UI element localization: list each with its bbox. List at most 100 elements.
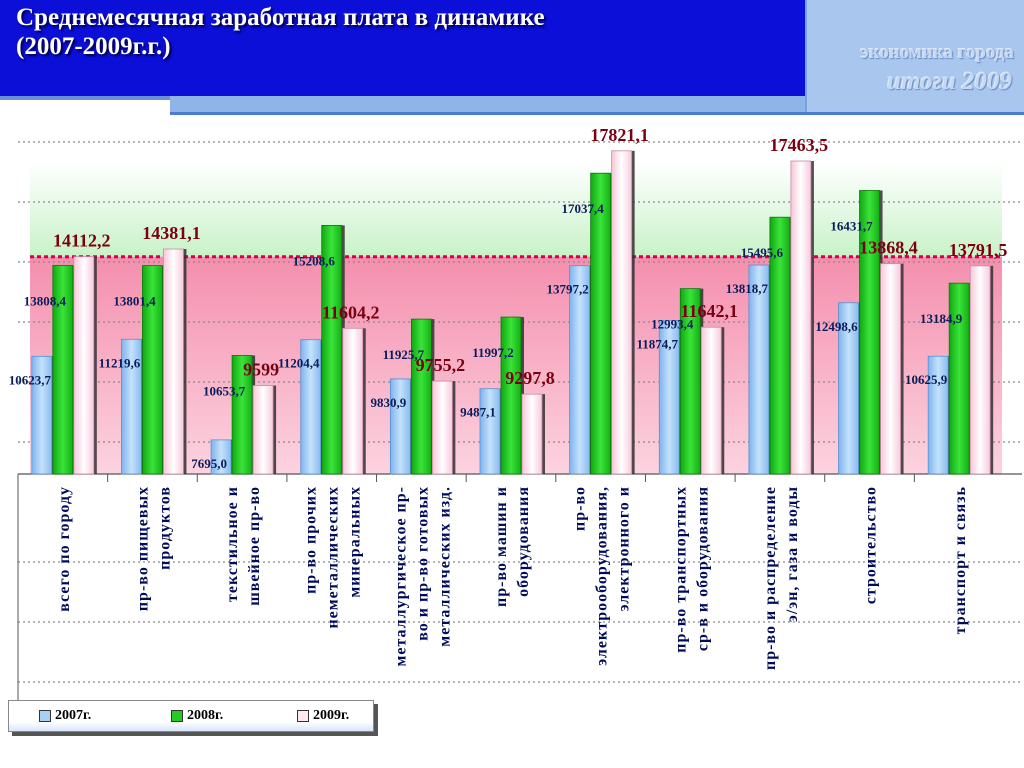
bar-1-3: [321, 224, 343, 475]
legend-label-2007: 2007г.: [55, 708, 92, 723]
bar-2-6: [611, 150, 633, 475]
title-text: Среднемесячная заработная плата в динами…: [16, 4, 545, 31]
legend-swatch-2007: [39, 710, 51, 722]
data-label-2-6: 17821,1: [590, 125, 649, 145]
bar-2-2: [252, 385, 274, 475]
bar-1-6: [590, 172, 612, 475]
data-labels: 10623,7 11219,6 7695,0 11204,4 9830,9 9487,1 1…: [9, 125, 1008, 471]
data-label-0-0: 10623,7: [9, 372, 52, 387]
data-label-2-10: 13791,5: [949, 240, 1008, 260]
bar-0-3: [300, 339, 322, 475]
title-banner: Среднемесячная заработная плата в динами…: [0, 0, 805, 100]
category-label-10-0: транспорт и связь: [952, 486, 969, 634]
data-label-2-2: 9599: [243, 360, 279, 380]
legend-item-2009: 2009г.: [297, 708, 349, 724]
title-period: (2007-2009г.г.): [16, 33, 171, 60]
category-label-2-1: швейное пр-во: [246, 486, 263, 606]
category-label-1-1: продуктов: [156, 486, 173, 570]
bar-2-0: [73, 256, 95, 475]
category-label-9-0: строительство: [863, 486, 880, 604]
data-label-1-0: 13808,4: [24, 293, 67, 308]
data-label-0-10: 10625,9: [905, 372, 948, 387]
brand-text: экономика города: [860, 42, 1014, 63]
bar-0-0: [31, 355, 53, 475]
category-label-3-2: минеральных: [347, 486, 364, 598]
bar-2-10: [969, 265, 991, 475]
bar-2-9: [880, 263, 901, 475]
legend: 2007г. 2008г. 2009г.: [8, 700, 374, 732]
brand-panel: экономика города итоги 2009: [805, 0, 1024, 112]
bar-0-6: [569, 265, 591, 475]
bar-2-4: [431, 380, 453, 475]
data-label-1-8: 15495,6: [741, 245, 784, 260]
salary-bar-chart: 10623,7 11219,6 7695,0 11204,4 9830,9 9487,1 1…: [9, 125, 1022, 732]
legend-item-2007: 2007г.: [39, 708, 91, 724]
data-label-1-6: 17037,4: [562, 201, 605, 216]
bar-0-7: [658, 320, 680, 475]
category-label-1-0: пр-во пищевых: [134, 486, 151, 611]
data-label-2-7: 11642,1: [681, 301, 739, 321]
category-labels: всего по городу пр-во пищевых продуктов тек…: [56, 486, 969, 670]
category-label-4-0: металлургическое пр-: [392, 486, 409, 667]
bar-1-2: [231, 355, 253, 475]
bar-2-1: [163, 248, 184, 475]
data-label-0-5: 9487,1: [460, 405, 496, 420]
data-label-0-4: 9830,9: [370, 395, 406, 410]
legend-label-2009: 2009г.: [313, 708, 350, 723]
category-label-4-2: металлических изд.: [436, 486, 453, 647]
legend-swatch-2009: [297, 710, 309, 722]
bar-2-3: [342, 327, 364, 475]
brand-year-text: итоги 2009: [887, 68, 1012, 95]
data-label-1-2: 10653,7: [203, 383, 246, 398]
data-label-1-9: 16431,7: [830, 218, 873, 233]
bar-1-8: [769, 216, 791, 475]
category-label-7-1: ср-в и оборудования: [694, 486, 711, 651]
bar-2-8: [790, 160, 812, 475]
bar-0-2: [210, 439, 232, 475]
data-label-0-6: 13797,2: [547, 282, 589, 297]
category-label-4-1: во и пр-во готовых: [414, 486, 431, 641]
bar-0-5: [479, 388, 501, 475]
data-label-2-5: 9297,8: [505, 368, 555, 388]
legend-label-2008: 2008г.: [187, 708, 224, 723]
data-label-2-0: 14112,2: [53, 231, 111, 251]
bar-2-7: [700, 326, 722, 475]
category-label-8-0: пр-во и распределение: [762, 486, 779, 670]
bars: [31, 150, 994, 475]
data-label-2-8: 17463,5: [770, 135, 829, 155]
data-label-1-10: 13184,9: [920, 311, 963, 326]
bar-0-8: [748, 264, 770, 475]
bar-1-4: [410, 318, 432, 475]
legend-item-2008: 2008г.: [171, 708, 223, 724]
bar-1-10: [948, 282, 970, 475]
category-label-3-0: пр-во прочих: [303, 486, 320, 594]
category-label-8-1: э/эн, газа и воды: [784, 486, 801, 622]
data-label-1-5: 11997,2: [472, 345, 514, 360]
bar-0-4: [389, 378, 411, 475]
data-label-2-1: 14381,1: [142, 223, 201, 243]
bar-0-9: [838, 302, 859, 475]
bar-0-10: [927, 355, 949, 475]
data-label-2-9: 13868,4: [859, 238, 918, 258]
data-label-1-1: 13801,4: [113, 294, 156, 309]
data-label-1-4: 11925,7: [383, 347, 425, 362]
category-label-0-0: всего по городу: [56, 486, 73, 612]
category-label-5-1: оборудования: [515, 486, 532, 597]
bar-1-9: [859, 190, 880, 475]
legend-swatch-2008: [171, 710, 183, 722]
data-label-0-7: 11874,7: [636, 337, 678, 352]
category-label-6-2: электронного и: [616, 486, 633, 611]
data-label-1-3: 15208,6: [293, 253, 336, 268]
data-label-0-1: 11219,6: [99, 355, 141, 370]
bar-1-5: [500, 316, 522, 475]
bar-2-5: [521, 393, 543, 475]
bar-1-0: [52, 264, 74, 475]
page-title: Среднемесячная заработная плата в динами…: [16, 3, 796, 61]
data-label-2-3: 11604,2: [322, 302, 380, 322]
bar-1-7: [679, 288, 701, 475]
band-upper: [30, 162, 1002, 257]
category-label-7-0: пр-во транспортных: [672, 486, 689, 653]
data-label-0-8: 13818,7: [726, 281, 769, 296]
category-label-6-1: электрооборудования,: [594, 486, 611, 666]
data-label-0-3: 11204,4: [278, 356, 320, 371]
